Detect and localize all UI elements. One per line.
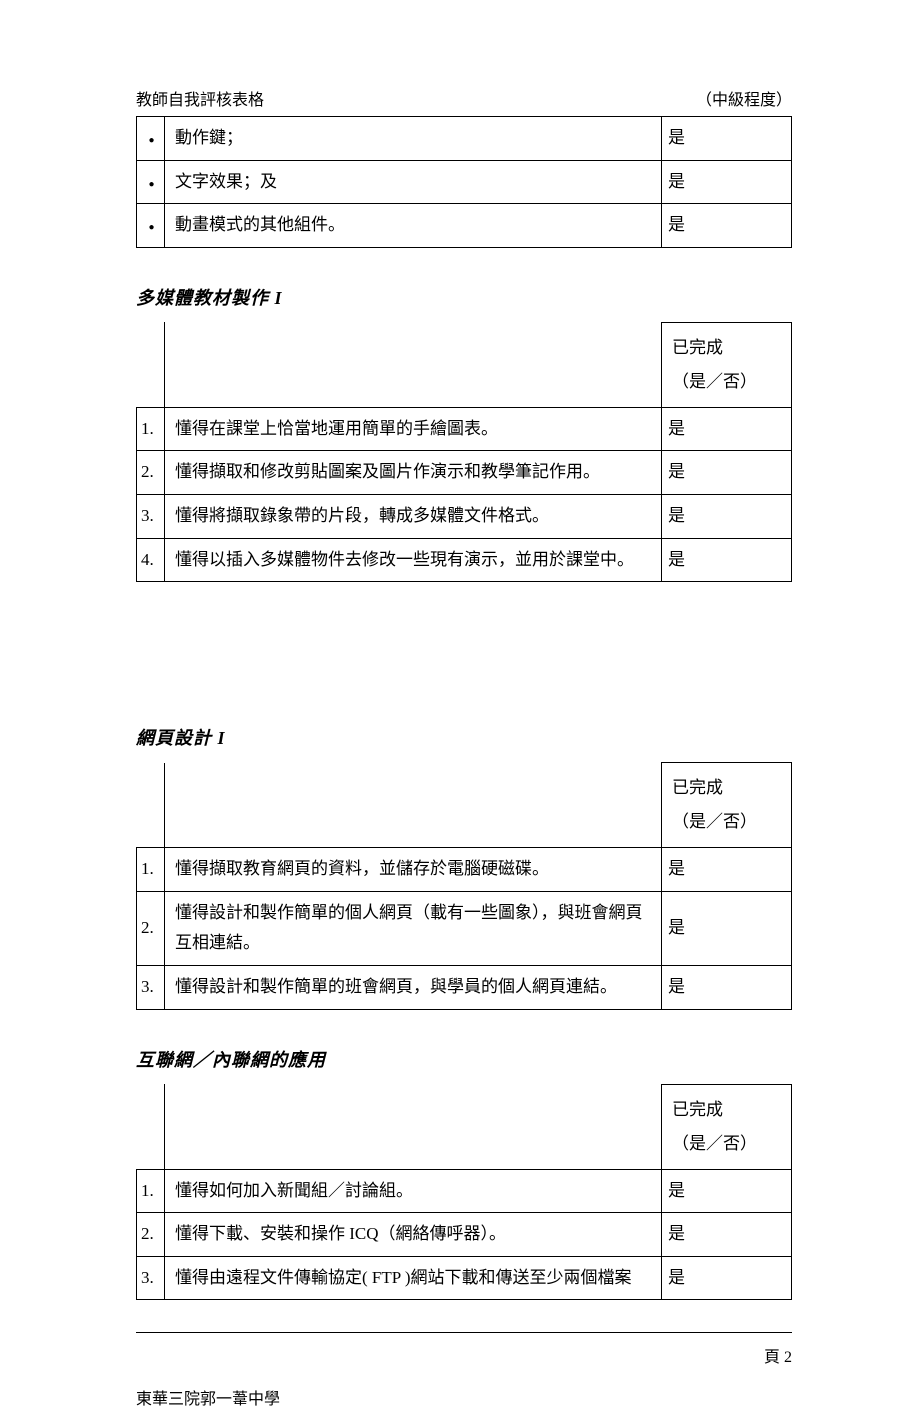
table-row: ● 動畫模式的其他組件。 是 bbox=[137, 204, 792, 248]
section-heading-internet: 互聯網／內聯網的應用 bbox=[136, 1046, 792, 1072]
section1-table: 已完成 （是／否） 1. 懂得在課堂上恰當地運用簡單的手繪圖表。 是 2. 懂得… bbox=[136, 322, 792, 582]
head-blank bbox=[165, 763, 662, 848]
row-text: 懂得以插入多媒體物件去修改一些現有演示，並用於課堂中。 bbox=[165, 538, 662, 582]
header-left: 教師自我評核表格 bbox=[136, 86, 264, 110]
item-status: 是 bbox=[662, 204, 792, 248]
table-head-row: 已完成 （是／否） bbox=[137, 1084, 792, 1169]
row-text: 懂得設計和製作簡單的個人網頁（載有一些圖象），與班會網頁互相連結。 bbox=[165, 891, 662, 965]
table-row: 1. 懂得如何加入新聞組／討論組。 是 bbox=[137, 1169, 792, 1213]
row-num: 2. bbox=[137, 1213, 165, 1257]
head-status: 已完成 （是／否） bbox=[662, 763, 792, 848]
row-status: 是 bbox=[662, 1213, 792, 1257]
row-text: 懂得在課堂上恰當地運用簡單的手繪圖表。 bbox=[165, 407, 662, 451]
row-status: 是 bbox=[662, 451, 792, 495]
head-blank bbox=[137, 322, 165, 407]
section-heading-webdesign: 網頁設計 I bbox=[136, 724, 792, 750]
head-line1: 已完成 bbox=[672, 1100, 723, 1119]
section-heading-multimedia: 多媒體教材製作 I bbox=[136, 284, 792, 310]
section3-table: 已完成 （是／否） 1. 懂得如何加入新聞組／討論組。 是 2. 懂得下載、安裝… bbox=[136, 1084, 792, 1301]
table-row: 1. 懂得擷取教育網頁的資料，並儲存於電腦硬磁碟。 是 bbox=[137, 848, 792, 892]
item-status: 是 bbox=[662, 160, 792, 204]
table-row: 3. 懂得設計和製作簡單的班會網頁，與學員的個人網頁連結。 是 bbox=[137, 965, 792, 1009]
header-right: （中級程度） bbox=[696, 86, 792, 110]
page-number: 頁 2 bbox=[136, 1343, 792, 1367]
table-row: ● 文字效果；及 是 bbox=[137, 160, 792, 204]
footer-school: 東華三院郭一葦中學 bbox=[136, 1385, 792, 1409]
row-status: 是 bbox=[662, 965, 792, 1009]
head-status: 已完成 （是／否） bbox=[662, 1084, 792, 1169]
head-line1: 已完成 bbox=[672, 338, 723, 357]
row-text: 懂得下載、安裝和操作 ICQ（網絡傳呼器）。 bbox=[165, 1213, 662, 1257]
row-status: 是 bbox=[662, 494, 792, 538]
row-status: 是 bbox=[662, 407, 792, 451]
row-status: 是 bbox=[662, 1256, 792, 1300]
bullet-icon: ● bbox=[137, 204, 165, 248]
bullet-icon: ● bbox=[137, 117, 165, 161]
head-line1: 已完成 bbox=[672, 778, 723, 797]
row-text: 懂得設計和製作簡單的班會網頁，與學員的個人網頁連結。 bbox=[165, 965, 662, 1009]
row-status: 是 bbox=[662, 1169, 792, 1213]
row-status: 是 bbox=[662, 538, 792, 582]
row-text: 懂得擷取教育網頁的資料，並儲存於電腦硬磁碟。 bbox=[165, 848, 662, 892]
row-num: 1. bbox=[137, 1169, 165, 1213]
item-text: 文字效果；及 bbox=[165, 160, 662, 204]
bullet-icon: ● bbox=[137, 160, 165, 204]
row-text: 懂得擷取和修改剪貼圖案及圖片作演示和教學筆記作用。 bbox=[165, 451, 662, 495]
table-head-row: 已完成 （是／否） bbox=[137, 322, 792, 407]
row-num: 2. bbox=[137, 451, 165, 495]
row-num: 3. bbox=[137, 1256, 165, 1300]
row-text: 懂得將擷取錄象帶的片段，轉成多媒體文件格式。 bbox=[165, 494, 662, 538]
section2-table: 已完成 （是／否） 1. 懂得擷取教育網頁的資料，並儲存於電腦硬磁碟。 是 2.… bbox=[136, 762, 792, 1009]
row-num: 4. bbox=[137, 538, 165, 582]
row-num: 1. bbox=[137, 848, 165, 892]
row-text: 懂得由遠程文件傳輸協定( FTP )網站下載和傳送至少兩個檔案 bbox=[165, 1256, 662, 1300]
head-blank bbox=[165, 322, 662, 407]
table-row: 4. 懂得以插入多媒體物件去修改一些現有演示，並用於課堂中。 是 bbox=[137, 538, 792, 582]
table-row: 2. 懂得下載、安裝和操作 ICQ（網絡傳呼器）。 是 bbox=[137, 1213, 792, 1257]
table-row: 3. 懂得將擷取錄象帶的片段，轉成多媒體文件格式。 是 bbox=[137, 494, 792, 538]
row-num: 3. bbox=[137, 965, 165, 1009]
item-status: 是 bbox=[662, 117, 792, 161]
row-num: 3. bbox=[137, 494, 165, 538]
footer-divider bbox=[136, 1332, 792, 1333]
table-row: 3. 懂得由遠程文件傳輸協定( FTP )網站下載和傳送至少兩個檔案 是 bbox=[137, 1256, 792, 1300]
row-status: 是 bbox=[662, 891, 792, 965]
head-status: 已完成 （是／否） bbox=[662, 322, 792, 407]
spacer bbox=[136, 582, 792, 688]
top-table: ● 動作鍵； 是 ● 文字效果；及 是 ● 動畫模式的其他組件。 是 bbox=[136, 116, 792, 248]
row-num: 2. bbox=[137, 891, 165, 965]
head-line2: （是／否） bbox=[672, 372, 757, 391]
head-blank bbox=[137, 763, 165, 848]
table-row: 2. 懂得設計和製作簡單的個人網頁（載有一些圖象），與班會網頁互相連結。 是 bbox=[137, 891, 792, 965]
table-row: 1. 懂得在課堂上恰當地運用簡單的手繪圖表。 是 bbox=[137, 407, 792, 451]
row-num: 1. bbox=[137, 407, 165, 451]
row-status: 是 bbox=[662, 848, 792, 892]
item-text: 動畫模式的其他組件。 bbox=[165, 204, 662, 248]
item-text: 動作鍵； bbox=[165, 117, 662, 161]
head-blank bbox=[137, 1084, 165, 1169]
row-text: 懂得如何加入新聞組／討論組。 bbox=[165, 1169, 662, 1213]
table-head-row: 已完成 （是／否） bbox=[137, 763, 792, 848]
table-row: ● 動作鍵； 是 bbox=[137, 117, 792, 161]
page-header: 教師自我評核表格 （中級程度） bbox=[136, 86, 792, 110]
head-line2: （是／否） bbox=[672, 1134, 757, 1153]
table-row: 2. 懂得擷取和修改剪貼圖案及圖片作演示和教學筆記作用。 是 bbox=[137, 451, 792, 495]
head-blank bbox=[165, 1084, 662, 1169]
head-line2: （是／否） bbox=[672, 812, 757, 831]
